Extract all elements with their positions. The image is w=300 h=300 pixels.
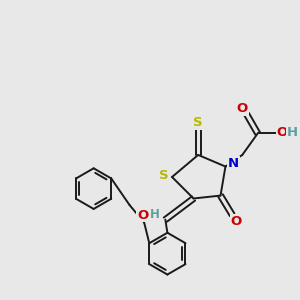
Text: O: O <box>276 126 288 140</box>
Text: S: S <box>159 169 169 182</box>
Text: S: S <box>194 116 203 129</box>
Text: H: H <box>150 208 160 221</box>
Text: O: O <box>231 214 242 228</box>
Text: N: N <box>228 157 239 170</box>
Text: H: H <box>287 126 298 140</box>
Text: O: O <box>137 209 148 222</box>
Text: O: O <box>237 102 248 115</box>
